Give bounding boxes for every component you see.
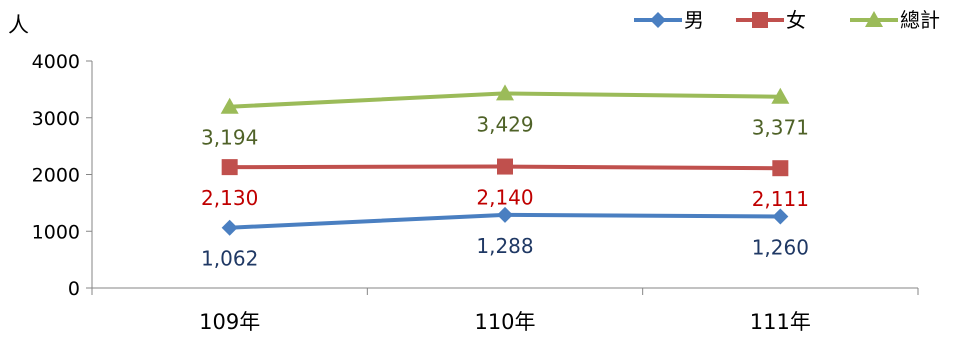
data-label: 2,130 (201, 186, 258, 210)
data-point (220, 97, 239, 114)
legend-marker (650, 12, 666, 28)
axes: 0 1000 2000 3000 4000 109年 110年 111年 (32, 51, 919, 334)
data-point (221, 159, 238, 176)
series-3: 3,194 3,429 3,371 (201, 84, 809, 150)
data-point (496, 84, 514, 101)
data-label: 1,062 (201, 247, 258, 271)
y-axis-unit-label: 人 (8, 13, 29, 37)
data-point (497, 158, 513, 175)
y-tick-label: 4000 (32, 51, 80, 73)
x-tick-label: 109年 (199, 310, 260, 334)
legend-marker (865, 11, 883, 27)
x-tick-label: 110年 (474, 310, 535, 334)
series-layer: 1,062 1,288 1,260 2,130 2,140 2,111 3,194 3,429… (201, 84, 809, 271)
legend: 男 女 總計 (634, 8, 940, 32)
data-label: 3,194 (201, 126, 258, 150)
data-point (772, 208, 789, 225)
data-label: 1,260 (752, 235, 809, 259)
data-label: 1,288 (476, 234, 533, 258)
legend-label: 總計 (900, 8, 940, 32)
data-label: 2,111 (752, 187, 809, 211)
series-2: 2,130 2,140 2,111 (201, 158, 809, 211)
data-point (772, 160, 789, 177)
y-tick-label: 3000 (32, 108, 80, 130)
series-1: 1,062 1,288 1,260 (201, 206, 809, 271)
legend-label: 男 (684, 8, 704, 32)
legend-item-2: 女 (736, 8, 806, 32)
legend-item-1: 男 (634, 8, 704, 32)
y-tick-label: 1000 (32, 221, 80, 243)
legend-label: 女 (786, 8, 806, 32)
data-point (771, 87, 790, 104)
legend-marker (752, 12, 768, 28)
y-tick-label: 0 (68, 278, 80, 300)
data-point (497, 206, 513, 223)
data-label: 2,140 (476, 186, 533, 210)
legend-item-3: 總計 (850, 8, 940, 32)
x-tick-label: 111年 (750, 310, 811, 334)
y-tick-label: 2000 (32, 165, 80, 187)
data-point (221, 219, 238, 236)
data-label: 3,371 (752, 116, 809, 140)
data-label: 3,429 (476, 112, 533, 136)
